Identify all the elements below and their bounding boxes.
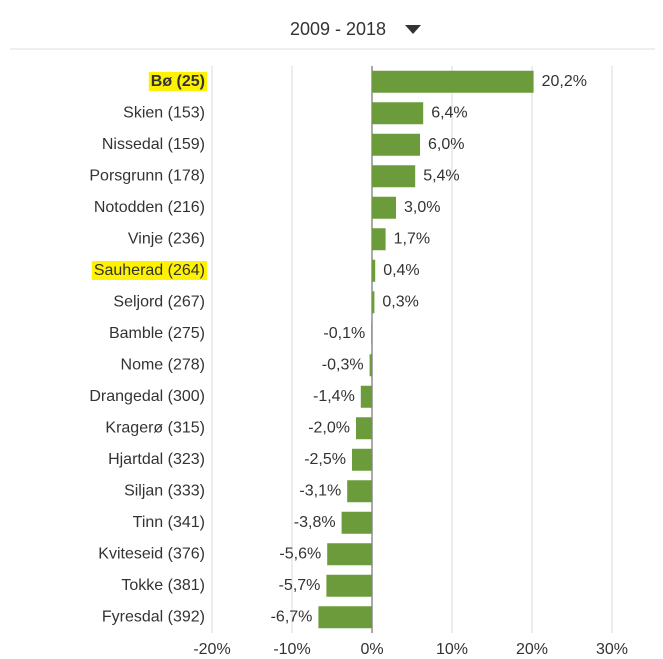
value-label: 1,7% [394, 230, 430, 247]
value-label: -3,8% [294, 514, 336, 531]
bar [371, 322, 372, 345]
value-label: -5,7% [279, 577, 321, 594]
value-label: -2,0% [308, 419, 350, 436]
bar [372, 259, 376, 282]
category-label: Sauherad (264) [94, 262, 205, 279]
value-label: 6,0% [428, 136, 464, 153]
bar [372, 102, 424, 125]
value-label: 6,4% [431, 104, 467, 121]
bar [372, 165, 416, 188]
bar [372, 291, 375, 314]
category-label: Siljan (333) [124, 482, 205, 499]
x-tick-label: 20% [516, 641, 548, 658]
category-label: Drangedal (300) [89, 388, 205, 405]
category-label: Vinje (236) [128, 230, 205, 247]
category-label: Nome (278) [121, 356, 205, 373]
value-label: 5,4% [423, 167, 459, 184]
bar [327, 543, 372, 566]
value-label: 20,2% [542, 73, 587, 90]
category-label: Fyresdal (392) [102, 608, 205, 625]
highlight [91, 260, 207, 280]
value-label: -3,1% [299, 482, 341, 499]
bar [369, 354, 372, 377]
period-dropdown[interactable]: 2009 - 2018 [290, 19, 421, 39]
value-label: -0,3% [322, 356, 364, 373]
category-label: Porsgrunn (178) [89, 167, 205, 184]
category-label: Bamble (275) [109, 325, 205, 342]
chart-title[interactable]: 2009 - 2018 [290, 19, 386, 39]
value-label: -2,5% [304, 451, 346, 468]
value-label: 0,4% [383, 262, 419, 279]
bar [347, 480, 372, 503]
bar [372, 196, 396, 219]
bar [318, 606, 372, 629]
bar [372, 133, 420, 156]
bar [372, 70, 534, 93]
category-label: Notodden (216) [94, 199, 205, 216]
bar [372, 228, 386, 251]
category-label: Kragerø (315) [105, 419, 205, 436]
bar [341, 511, 372, 534]
value-label: -1,4% [313, 388, 355, 405]
value-label: -0,1% [323, 325, 365, 342]
value-label: 0,3% [382, 293, 418, 310]
bar [352, 448, 372, 471]
x-tick-label: 10% [436, 641, 468, 658]
bar [326, 574, 372, 597]
category-label: Seljord (267) [113, 293, 205, 310]
category-label: Tinn (341) [133, 514, 205, 531]
value-label: -6,7% [271, 608, 313, 625]
dropdown-arrow[interactable] [405, 25, 421, 34]
category-label: Tokke (381) [121, 577, 205, 594]
x-tick-label: 0% [360, 641, 383, 658]
highlight [148, 71, 207, 91]
value-label: 3,0% [404, 199, 440, 216]
bar [360, 385, 372, 408]
category-label: Skien (153) [123, 104, 205, 121]
value-label: -5,6% [279, 545, 321, 562]
category-label: Hjartdal (323) [108, 451, 205, 468]
x-tick-label: 30% [596, 641, 628, 658]
bar [356, 417, 372, 440]
x-tick-label: -20% [193, 641, 230, 658]
category-label: Kviteseid (376) [98, 545, 205, 562]
x-tick-label: -10% [273, 641, 310, 658]
category-label: Nissedal (159) [102, 136, 205, 153]
category-label: Bø (25) [151, 73, 205, 90]
